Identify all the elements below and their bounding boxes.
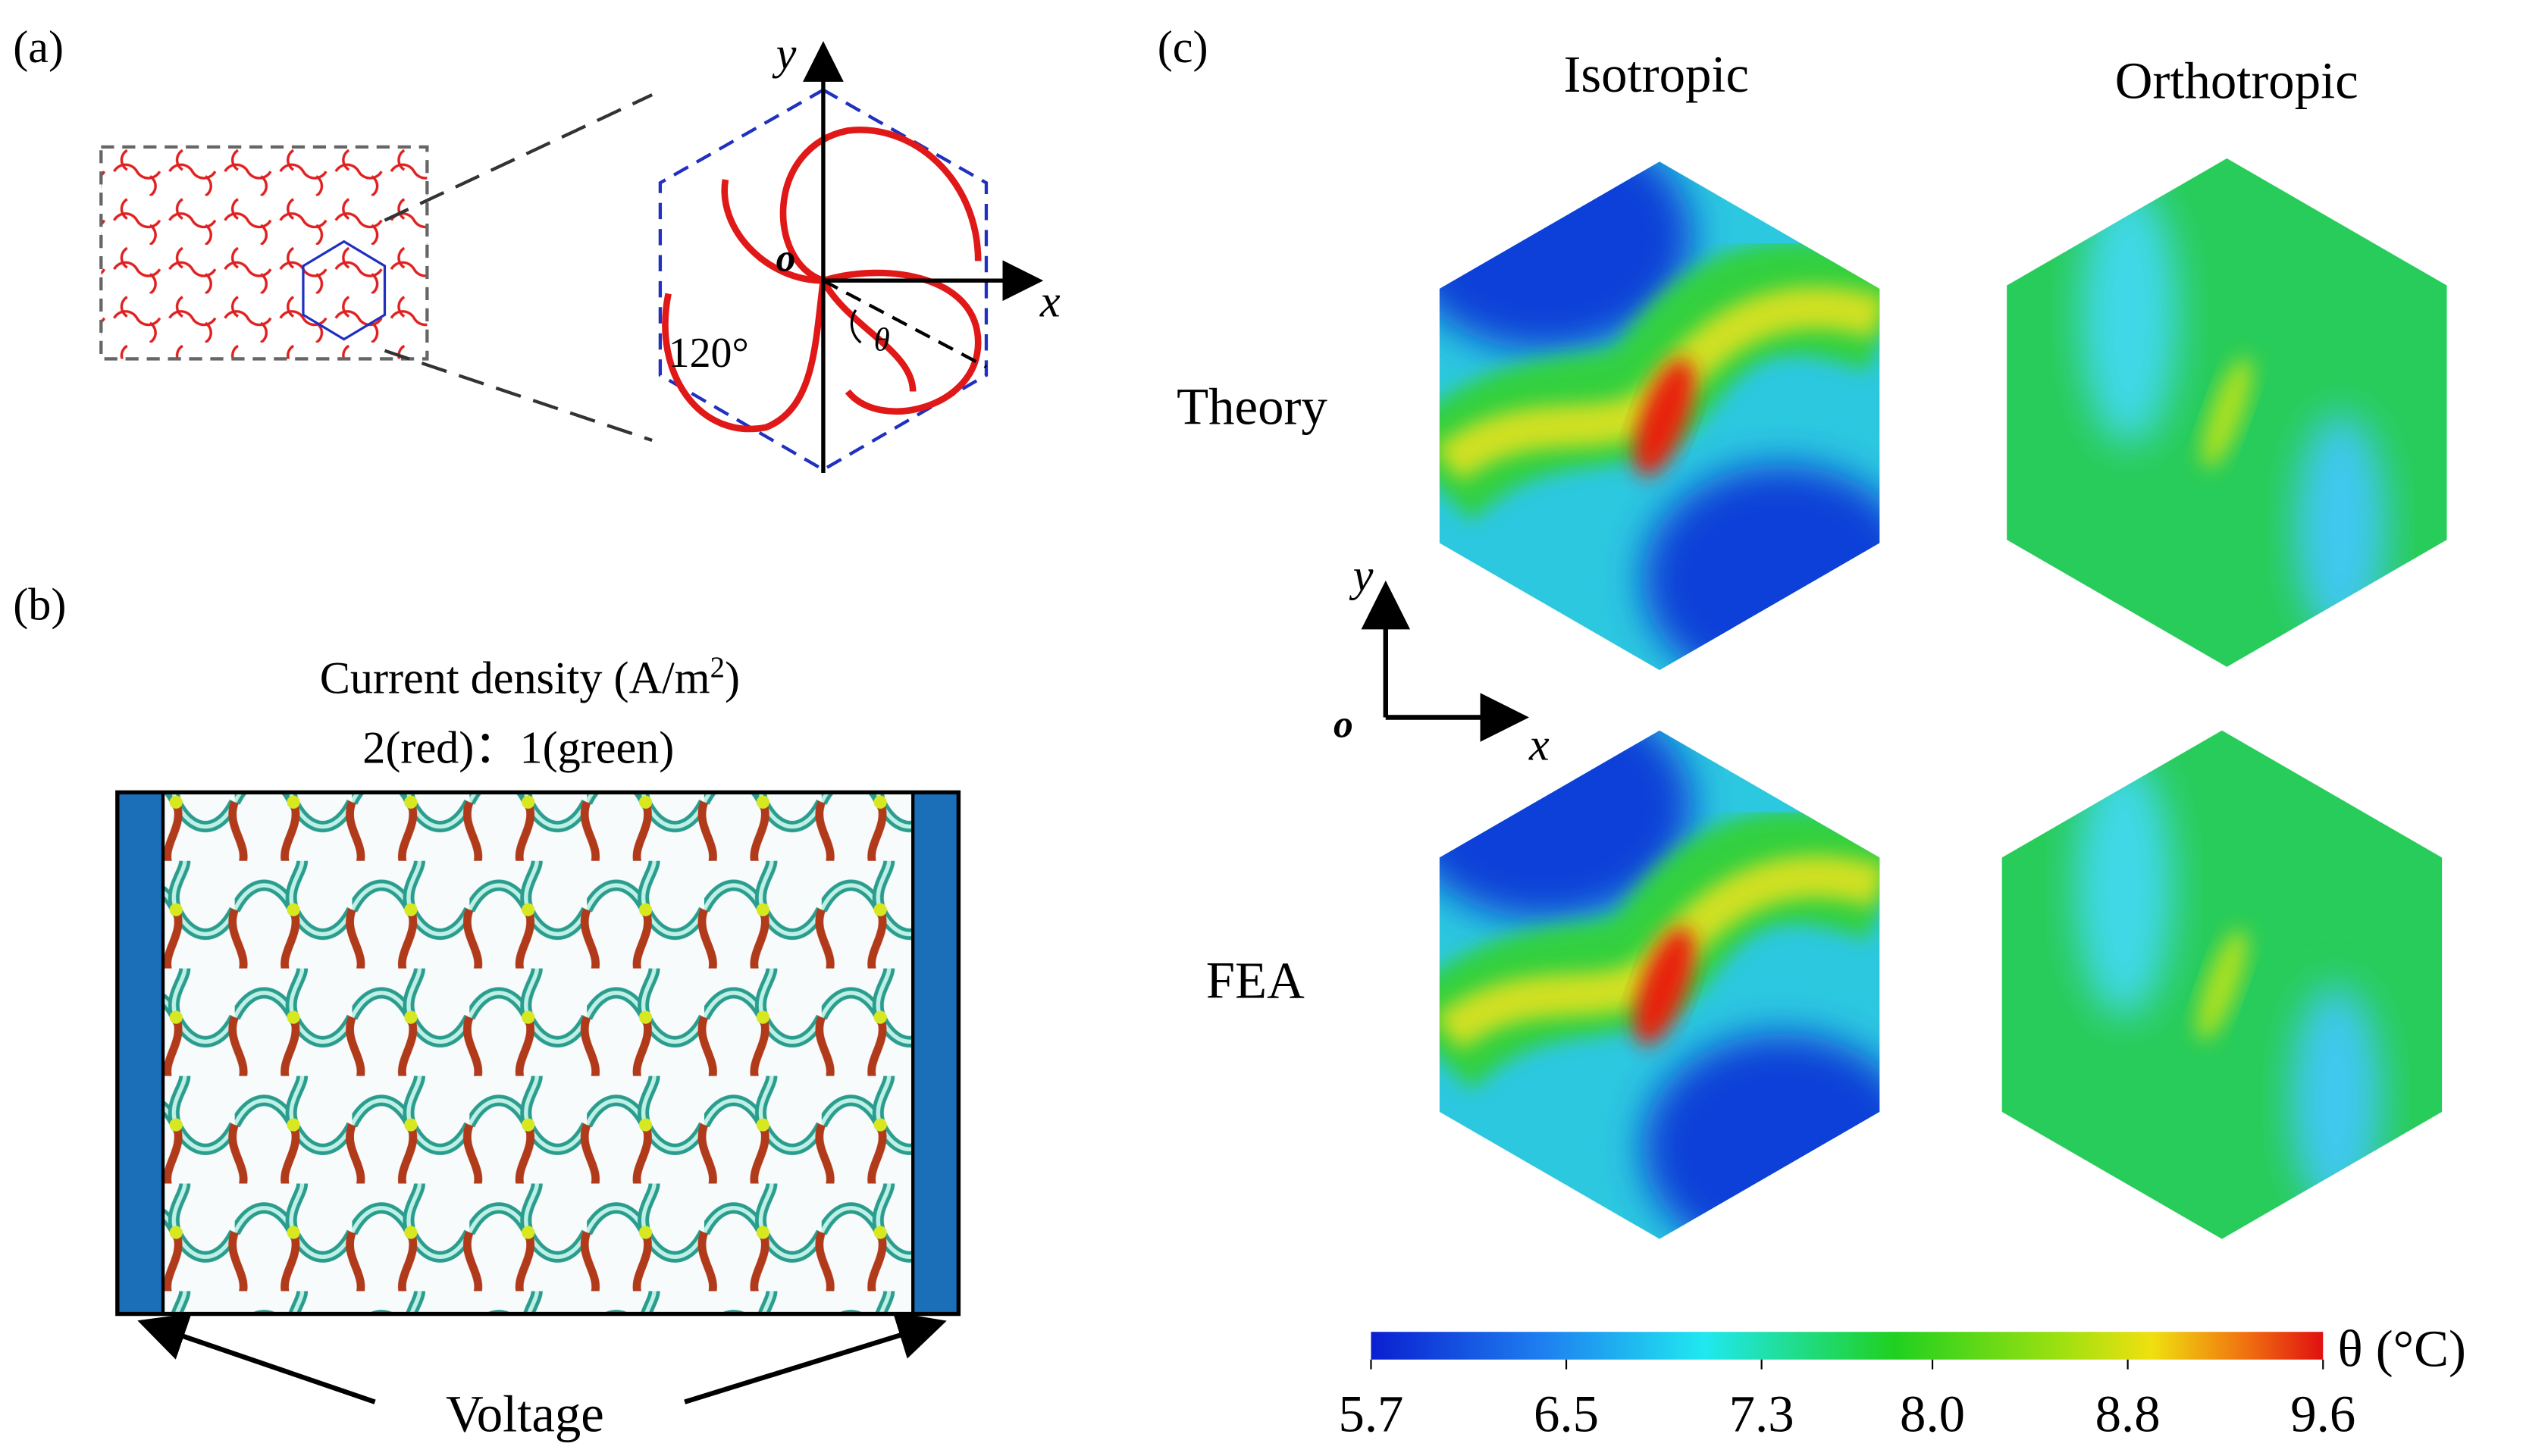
column-header: Orthotropic — [2115, 52, 2358, 109]
angle-line — [822, 279, 987, 369]
field — [2007, 158, 2447, 667]
electrode — [115, 791, 165, 1316]
zoom-line — [384, 93, 653, 222]
cool-zone — [2295, 412, 2387, 641]
heatmaps — [1439, 158, 2447, 1239]
unit-cell-marker — [302, 240, 387, 341]
frame — [115, 790, 961, 1317]
ratio-label: 2(red)：1(green) — [362, 723, 674, 774]
cool-zone — [2079, 184, 2178, 446]
title-sup: 2 — [710, 652, 725, 684]
zoom-line — [384, 349, 653, 443]
voltage-label: Voltage — [446, 1385, 604, 1442]
spiral-ligaments — [662, 127, 982, 433]
warm-spot — [2202, 357, 2252, 468]
colorbar-label: θ (°C) — [2338, 1320, 2466, 1377]
axis-label: x — [1039, 277, 1061, 327]
colorbar-tick-label: 8.8 — [2095, 1385, 2161, 1442]
panel-label: (c) — [1158, 22, 1208, 73]
colorbar-tick-label: 9.6 — [2290, 1385, 2355, 1442]
heatmap — [2001, 730, 2443, 1239]
colorbar-tick-label: 8.0 — [1900, 1385, 1965, 1442]
angle-arc — [850, 309, 862, 344]
field — [2001, 730, 2443, 1239]
axis-label: x — [1528, 719, 1550, 770]
axis-label: y — [772, 29, 797, 80]
electrode — [911, 791, 961, 1316]
panel-label: (b) — [13, 580, 66, 631]
field — [1439, 730, 1880, 1239]
lattice-sample — [99, 145, 429, 361]
colorbar-tick-label: 5.7 — [1338, 1385, 1403, 1442]
colorbar-tick-label: 7.3 — [1729, 1385, 1794, 1442]
voltage-arrow — [137, 1313, 376, 1404]
column-header: Isotropic — [1563, 45, 1749, 103]
title-close: ) — [725, 653, 740, 703]
panel-title: Current density (A/m2) — [320, 652, 740, 704]
row-header: Theory — [1177, 377, 1327, 435]
heatmap — [2007, 158, 2447, 667]
axis-label: y — [1349, 550, 1374, 601]
colorbar-ticks: 5.7 6.5 7.3 8.0 8.8 9.6 — [1338, 1359, 2355, 1442]
theta-label: θ — [874, 323, 890, 359]
title-text: Current density (A/m — [320, 653, 710, 703]
cool-zone — [2075, 756, 2173, 1018]
voltage-arrow — [684, 1311, 947, 1404]
unit-cell — [658, 88, 989, 472]
heatmap — [1439, 161, 1880, 671]
origin-label: o — [1334, 703, 1353, 746]
colorbar — [1371, 1332, 2324, 1360]
cold-zone — [1643, 1033, 1880, 1239]
field — [1439, 161, 1880, 671]
row-header: FEA — [1206, 951, 1305, 1009]
cool-zone — [2290, 985, 2382, 1213]
panel-label: (a) — [13, 22, 64, 73]
hot-spot — [1634, 927, 1694, 1045]
circuit-lattice — [163, 792, 914, 1314]
colorbar-tick-label: 6.5 — [1534, 1385, 1599, 1442]
origin-label: o — [776, 236, 796, 280]
heatmap — [1439, 730, 1880, 1239]
warm-spot — [2196, 929, 2248, 1041]
cold-zone — [1643, 465, 1880, 671]
hot-spot — [1634, 359, 1694, 477]
angle-label: 120° — [669, 330, 749, 377]
